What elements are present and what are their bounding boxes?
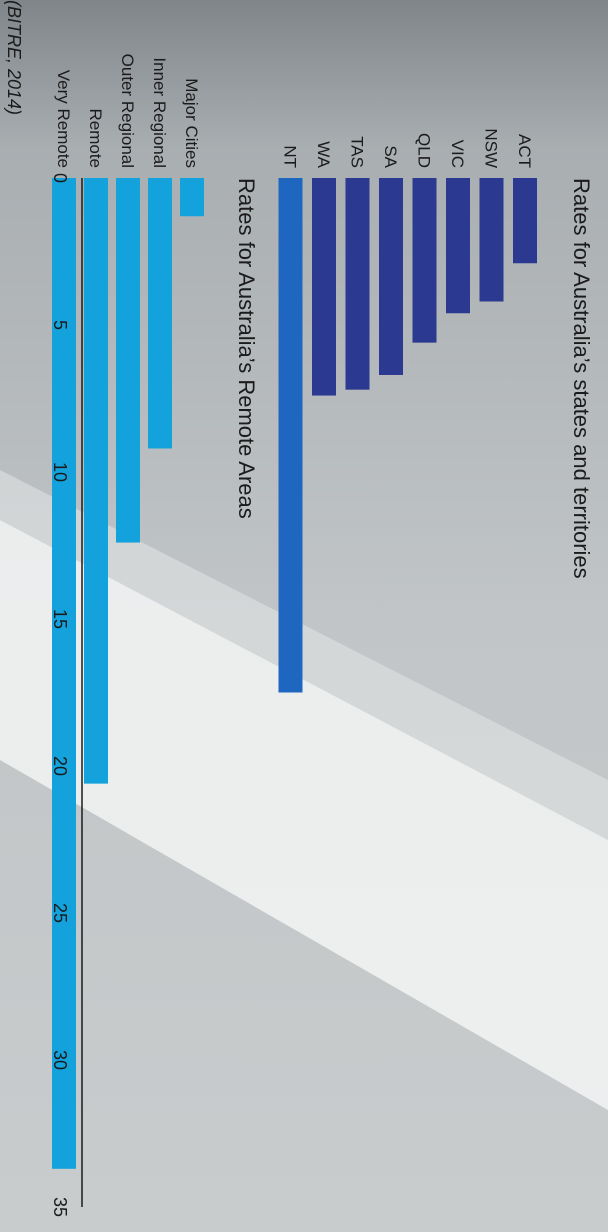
bar-qld	[412, 178, 437, 343]
x-tick-label-0: 0	[50, 173, 70, 183]
bar-act	[513, 178, 537, 264]
category-label-outer-regional: Outer Regional	[118, 54, 137, 168]
x-tick-label-10: 10	[50, 462, 70, 482]
chart-marks: ACT NSW VIC QLD SA TAS WA NT Major Cities Inner R…	[52, 54, 537, 1169]
category-label-nt: NT	[281, 145, 300, 168]
bar-nsw	[479, 178, 504, 302]
x-tick-label-5: 5	[50, 320, 70, 330]
x-axis-ticks: 0 5 10 15 20 25 30 35	[50, 173, 70, 1217]
source-citation: (BITRE, 2014)	[4, 0, 24, 115]
x-tick-label-15: 15	[50, 609, 70, 629]
bar-sa	[379, 178, 403, 375]
bar-very-remote	[52, 178, 76, 1169]
category-label-very-remote: Very Remote	[54, 70, 73, 168]
bar-vic	[446, 178, 470, 314]
bar-remote	[84, 178, 108, 784]
bar-inner-regional	[148, 178, 172, 449]
category-label-tas: TAS	[348, 136, 367, 168]
category-label-inner-regional: Inner Regional	[150, 57, 169, 168]
category-label-act: ACT	[515, 134, 534, 168]
x-tick-label-20: 20	[50, 756, 70, 776]
category-label-wa: WA	[314, 141, 333, 168]
category-label-nsw: NSW	[482, 128, 501, 168]
bar-major-cities	[180, 178, 204, 217]
category-label-qld: QLD	[415, 133, 434, 168]
states-chart-title: Rates for Australia’s states and territo…	[569, 178, 594, 579]
category-label-vic: VIC	[448, 140, 467, 168]
category-label-sa: SA	[381, 145, 400, 168]
x-tick-label-25: 25	[50, 903, 70, 923]
remote-chart-title: Rates for Australia’s Remote Areas	[234, 178, 259, 519]
bar-nt	[278, 178, 303, 693]
bar-wa	[312, 178, 336, 396]
x-tick-label-35: 35	[50, 1197, 70, 1217]
category-label-major-cities: Major Cities	[182, 78, 201, 168]
bar-tas	[345, 178, 370, 390]
category-label-remote: Remote	[86, 108, 105, 168]
bar-outer-regional	[116, 178, 140, 543]
x-tick-label-30: 30	[50, 1050, 70, 1070]
